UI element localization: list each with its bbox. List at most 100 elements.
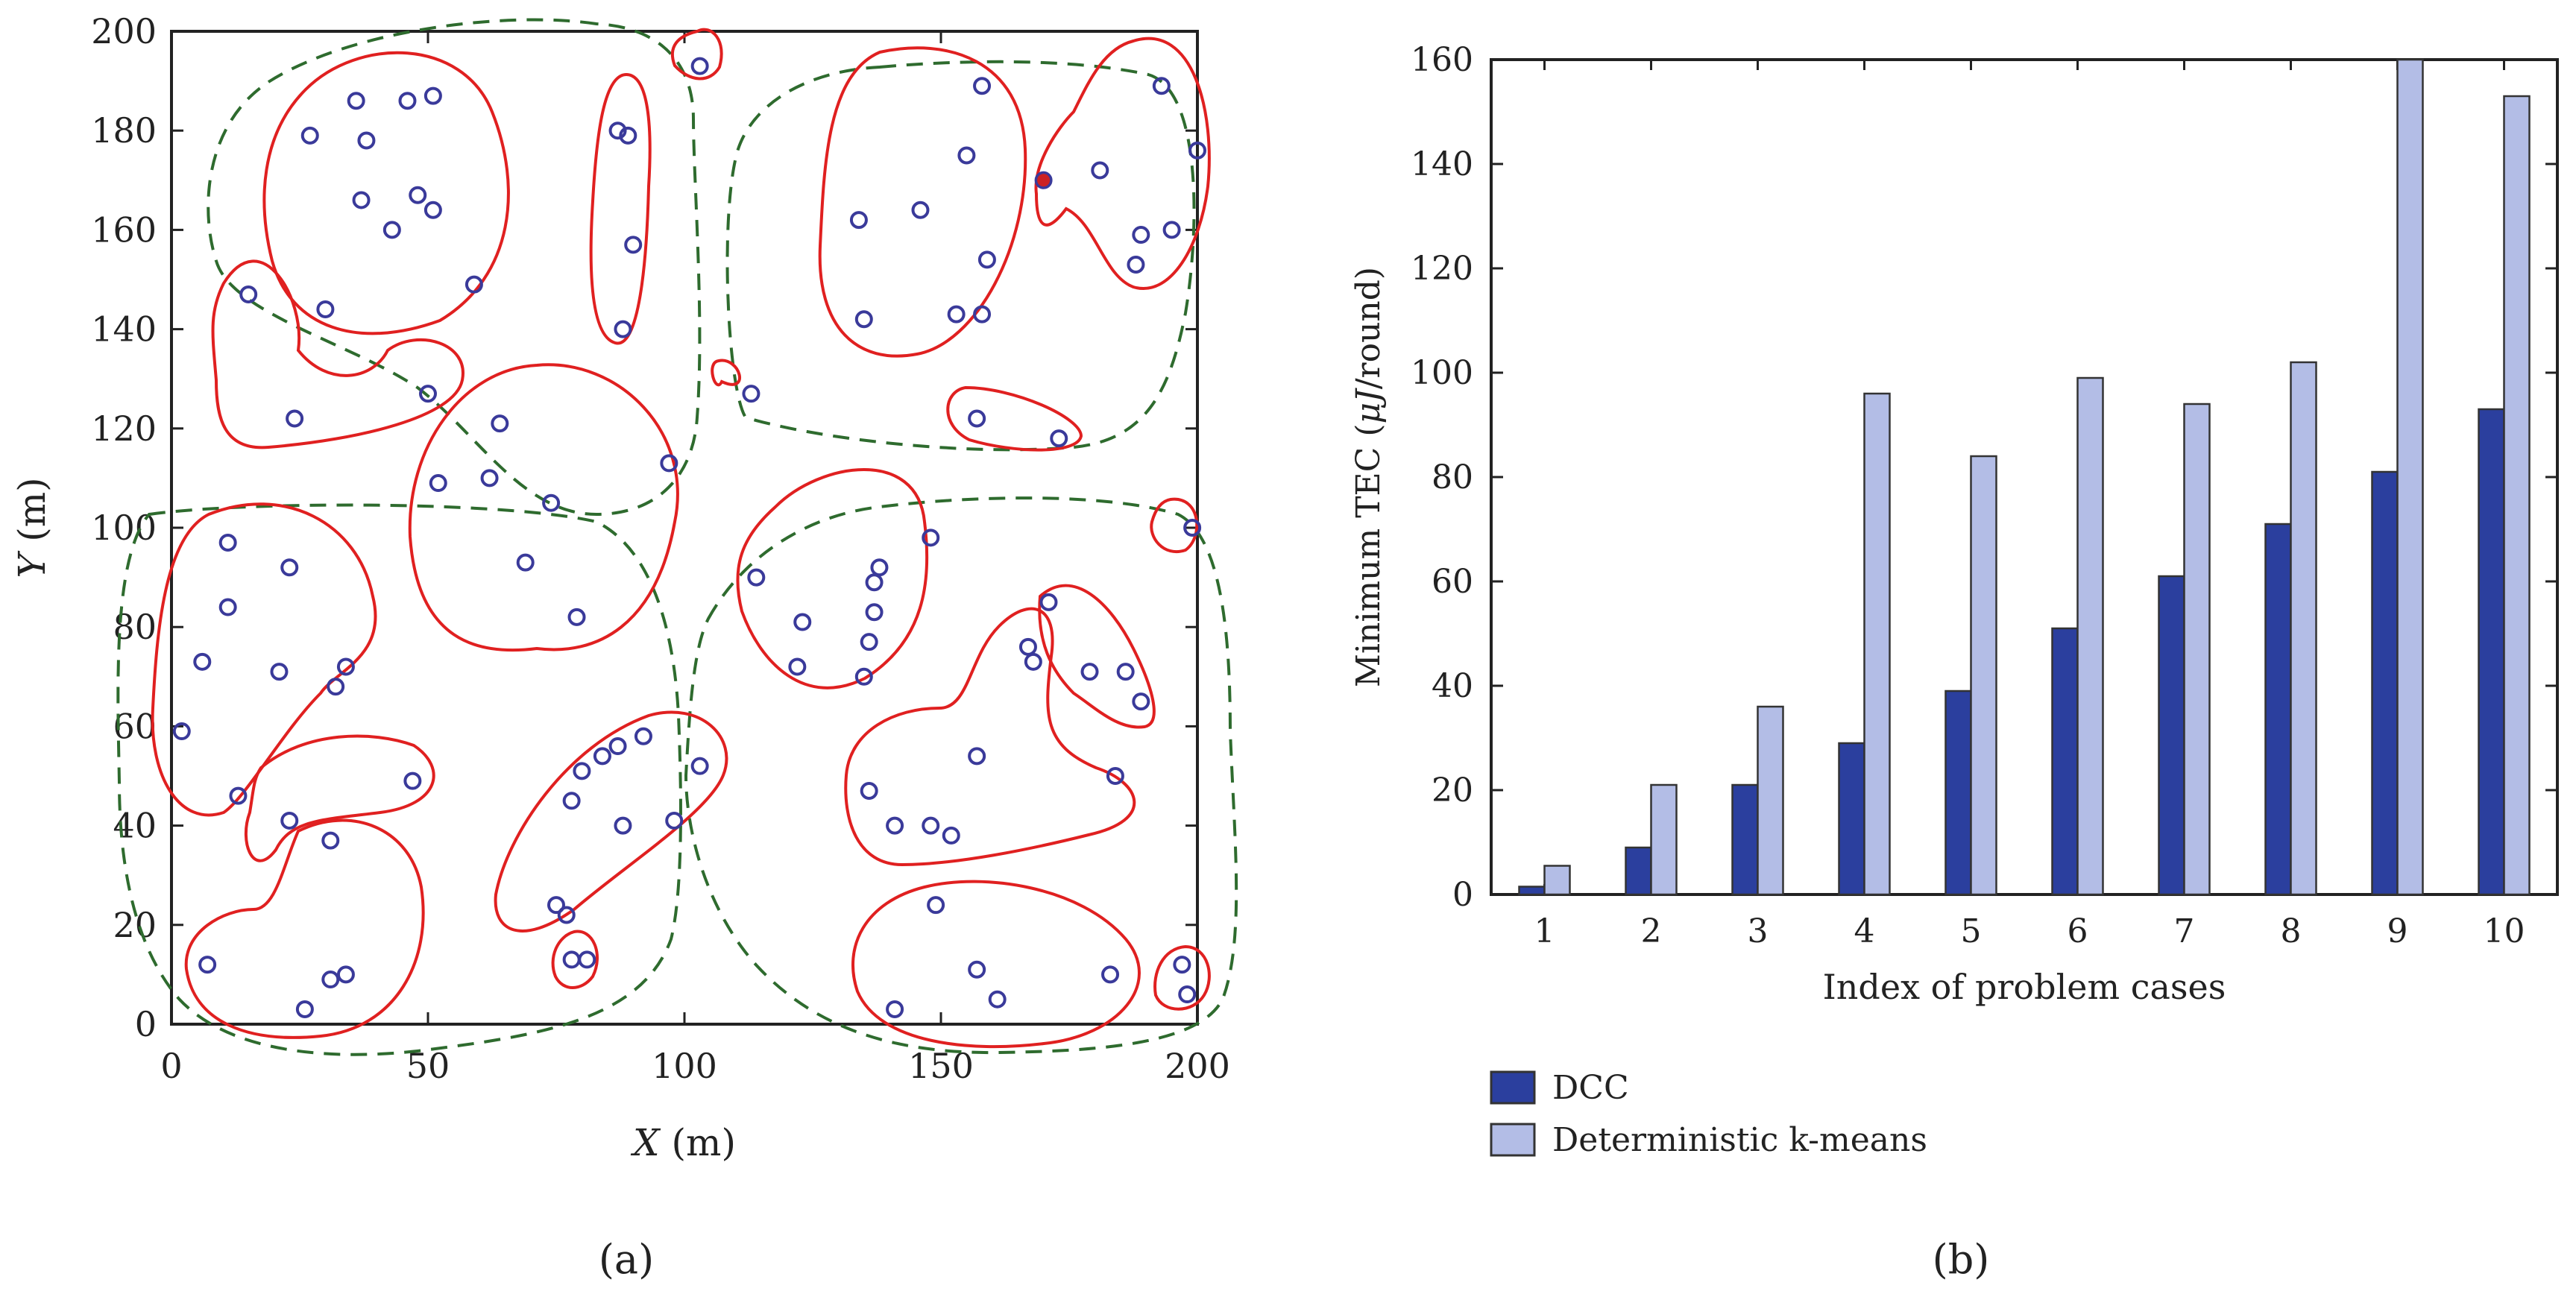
sensor-point: [968, 747, 986, 766]
sensor-point: [218, 533, 237, 552]
cluster-outline: [1038, 584, 1156, 729]
b-ylabel-pre: Minimum TEC (: [1350, 424, 1388, 688]
cluster-outline: [244, 734, 435, 862]
sensor-point: [690, 57, 709, 75]
sensor-point: [614, 320, 632, 338]
sensor-point: [578, 950, 596, 969]
bar-kmeans: [2290, 361, 2317, 896]
a-ylabel-var: Y: [10, 551, 54, 578]
sensor-point: [922, 816, 940, 835]
a-ytick-label: 200: [91, 11, 157, 51]
bar-kmeans: [1757, 705, 1784, 896]
b-xtick-label: 4: [1854, 912, 1875, 950]
sensor-point: [557, 906, 576, 924]
sensor-point: [280, 558, 299, 577]
b-axis-ticks: 0 20 40 60 80 100 120 140 160 1 2 3 4 5 6 7 8 9 10: [1411, 41, 2557, 950]
sensor-point: [1183, 519, 1202, 537]
sensor-point: [860, 633, 878, 651]
sensor-point: [977, 250, 996, 269]
cluster-outline: [1034, 37, 1211, 290]
sensor-point: [1101, 965, 1120, 984]
sensor-point: [747, 568, 766, 587]
sensor-point: [922, 528, 940, 547]
sensor-point: [347, 92, 365, 110]
sensor-point: [1116, 663, 1135, 681]
panel-b-label: (b): [1933, 1236, 1990, 1283]
sensor-point: [542, 493, 561, 512]
sensor-point: [788, 657, 807, 676]
b-xtick-label: 8: [2281, 912, 2302, 950]
a-ytick-label: 140: [91, 309, 157, 350]
sensor-point: [491, 414, 509, 433]
sensor-point: [1173, 956, 1191, 974]
b-ytick-label: 0: [1452, 876, 1473, 914]
sensor-point: [1106, 767, 1124, 785]
a-ylabel-unit: (m): [10, 477, 54, 553]
cluster-outline: [184, 818, 425, 1039]
a-ytick-label: 180: [91, 110, 157, 151]
bar-kmeans: [1543, 865, 1571, 896]
sensor-point: [1178, 985, 1197, 1004]
group-outlines: [116, 18, 1238, 1056]
a-xtick-label: 0: [160, 1046, 182, 1086]
sensor-point: [382, 221, 401, 239]
sensor-point: [327, 678, 345, 696]
sensor-point: [1091, 161, 1109, 180]
sensor-point: [229, 786, 248, 805]
sensor-point: [286, 409, 304, 428]
sensor-point: [218, 598, 237, 616]
bar-dcc: [2264, 523, 2292, 896]
bar-dcc: [1518, 886, 1546, 896]
cluster-outline: [736, 468, 929, 689]
b-xlabel: Index of problem cases: [1823, 967, 2226, 1007]
sensor-point: [614, 816, 632, 835]
cluster-outline: [851, 880, 1141, 1049]
sensor-point: [480, 469, 499, 487]
bar-dcc: [1838, 742, 1865, 896]
sensor-point: [403, 771, 422, 790]
cluster-outline: [408, 363, 679, 652]
sensor-point: [465, 275, 483, 294]
legend-label-kmeans: Deterministic k-means: [1552, 1121, 1927, 1159]
sensor-point: [619, 126, 637, 145]
a-ytick-label: 0: [135, 1004, 157, 1044]
sensor-point: [280, 811, 299, 830]
bar-kmeans: [2076, 376, 2104, 896]
a-ytick-label: 100: [91, 508, 157, 548]
bar-dcc: [2371, 470, 2399, 896]
sensor-point: [593, 747, 611, 766]
b-ytick-label: 160: [1411, 41, 1473, 79]
sensor-point: [423, 201, 442, 219]
a-ytick-label: 60: [113, 706, 157, 746]
b-ytick-label: 140: [1411, 145, 1473, 183]
sensor-point: [634, 727, 652, 745]
sensor-point: [562, 950, 581, 969]
cluster-outline: [670, 28, 723, 81]
bar-dcc: [2478, 408, 2505, 896]
sensor-point: [854, 667, 873, 686]
b-xtick-label: 2: [1641, 912, 1662, 950]
sensor-point: [352, 191, 371, 209]
panel-b-bar-chart: 0 20 40 60 80 100 120 140 160 1 2 3 4 5 6 7 8 9 10 Index o…: [1350, 41, 2559, 1283]
bar-dcc: [2051, 627, 2079, 896]
a-xlabel-var: X: [630, 1121, 661, 1164]
sensor-point: [660, 454, 678, 473]
sensor-point: [1132, 692, 1150, 711]
sensor-point: [1162, 221, 1181, 239]
cluster-outline: [1150, 497, 1199, 553]
a-sensor-points: [172, 57, 1206, 1019]
sensor-point: [865, 573, 884, 592]
bar-dcc: [2158, 575, 2185, 896]
b-xtick-label: 5: [1961, 912, 1982, 950]
bar-dcc: [1731, 783, 1759, 896]
sensor-point: [957, 146, 976, 165]
sensor-point: [547, 896, 565, 915]
sensor-point: [398, 92, 417, 110]
group-outline-top-right: [725, 60, 1196, 452]
sensor-point: [567, 608, 586, 626]
panel-a-label: (a): [599, 1236, 654, 1283]
a-xtick-label: 200: [1165, 1046, 1230, 1086]
sensor-point: [1080, 663, 1099, 681]
sensor-point: [849, 211, 868, 230]
